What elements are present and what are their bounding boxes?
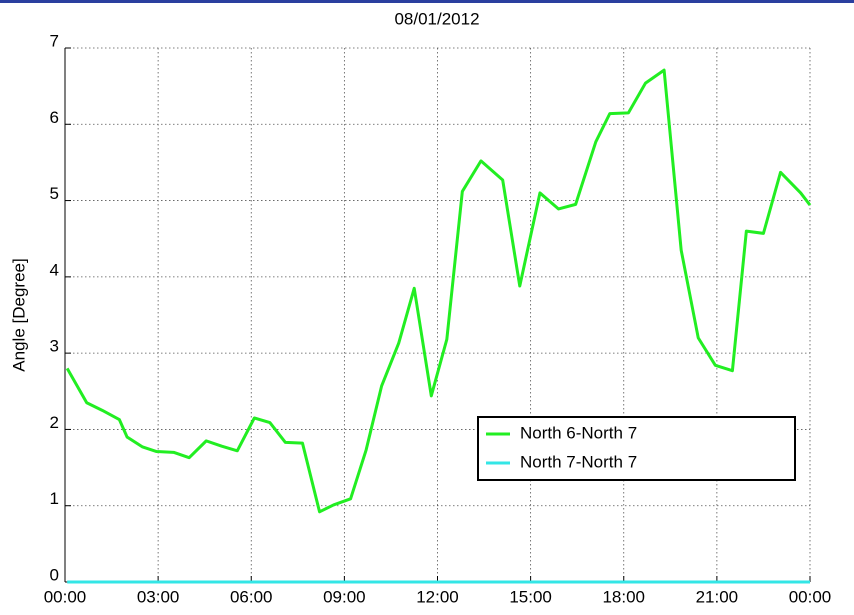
series-line [65, 68, 812, 514]
x-tick-label: 18:00 [602, 587, 645, 606]
legend-box [477, 416, 796, 481]
y-tick-label: 1 [50, 489, 59, 508]
y-axis-label: Angle [Degree] [9, 258, 28, 371]
y-tick-label: 5 [50, 184, 59, 203]
y-tick-label: 6 [50, 108, 59, 127]
legend-label: North 6-North 7 [520, 423, 637, 442]
x-tick-label: 09:00 [323, 587, 366, 606]
y-tick-label: 7 [50, 31, 59, 50]
legend-label: North 7-North 7 [520, 452, 637, 471]
chart-title: 08/01/2012 [394, 9, 479, 28]
y-tick-label: 2 [50, 413, 59, 432]
x-tick-label: 12:00 [416, 587, 459, 606]
x-tick-label: 03:00 [137, 587, 180, 606]
y-tick-label: 3 [50, 337, 59, 356]
y-tick-label: 4 [50, 260, 59, 279]
top-bar [0, 0, 854, 3]
x-tick-label: 21:00 [696, 587, 739, 606]
x-tick-label: 06:00 [230, 587, 273, 606]
y-tick-label: 0 [50, 565, 59, 584]
x-tick-label: 00:00 [789, 587, 832, 606]
x-tick-label: 00:00 [44, 587, 87, 606]
x-tick-label: 15:00 [509, 587, 552, 606]
